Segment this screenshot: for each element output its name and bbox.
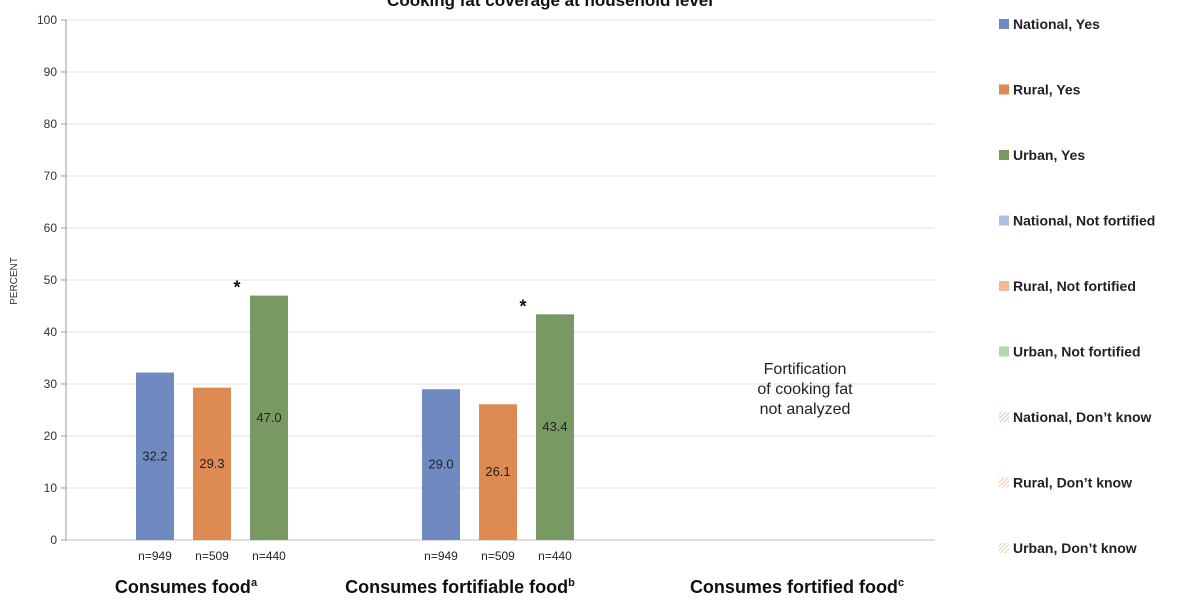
bar-value-label: 29.0 [428, 457, 453, 472]
sample-size-label: n=509 [195, 549, 229, 563]
legend-swatch [999, 543, 1009, 553]
sample-size-label: n=949 [138, 549, 172, 563]
bar [479, 404, 517, 540]
y-tick-label: 40 [44, 325, 58, 339]
legend-swatch [999, 215, 1009, 226]
y-tick-label: 80 [44, 117, 58, 131]
category-label: Consumes fortifiable foodb [345, 577, 575, 597]
bar-value-label: 32.2 [142, 448, 167, 463]
legend-label: Urban, Don’t know [1013, 540, 1137, 556]
legend-label: National, Yes [1013, 16, 1100, 32]
annotation-note: not analyzed [760, 401, 851, 418]
y-tick-label: 20 [44, 429, 58, 443]
category-label: Consumes fooda [115, 577, 258, 597]
legend-swatch [999, 150, 1009, 160]
legend-swatch [999, 19, 1009, 29]
legend-label: Urban, Yes [1013, 147, 1085, 163]
sample-size-label: n=949 [424, 549, 458, 563]
legend-swatch [999, 281, 1009, 291]
y-tick-label: 70 [44, 169, 58, 183]
legend-label: Rural, Yes [1013, 82, 1081, 98]
bar [250, 295, 288, 540]
bar [422, 389, 460, 540]
bar [536, 314, 574, 540]
legend: National, Yes Rural, Yes Urban, Yes Nationa… [999, 16, 1155, 556]
y-tick-label: 30 [44, 377, 58, 391]
legend-label: National, Not fortified [1013, 213, 1155, 229]
bar-value-label: 47.0 [256, 410, 281, 425]
chart-title: Cooking fat coverage at household level [387, 0, 713, 10]
sample-size-label: n=440 [538, 549, 572, 563]
legend-label: Rural, Not fortified [1013, 278, 1136, 294]
legend-label: National, Don’t know [1013, 409, 1152, 425]
bar [136, 372, 174, 540]
legend-label: Urban, Not fortified [1013, 344, 1141, 360]
bar-value-label: 26.1 [485, 464, 510, 479]
category-label: Consumes fortified foodc [690, 577, 904, 597]
sample-size-label: n=509 [481, 549, 515, 563]
legend-swatch [999, 84, 1009, 95]
significance-marker: * [519, 296, 526, 316]
y-axis-label: PERCENT [9, 257, 20, 305]
legend-swatch [999, 412, 1009, 422]
y-tick-label: 50 [44, 273, 58, 287]
bars [136, 295, 574, 540]
bar-value-label: 29.3 [199, 456, 224, 471]
legend-swatch [999, 346, 1009, 357]
y-tick-label: 60 [44, 221, 58, 235]
y-axis-ticks: 0 10 20 30 40 50 60 70 80 90 100 [37, 13, 67, 547]
bar-value-label: 43.4 [542, 419, 567, 434]
y-tick-label: 100 [37, 13, 57, 27]
annotation-note: of cooking fat [757, 381, 853, 398]
bar [193, 387, 231, 540]
y-tick-label: 90 [44, 65, 58, 79]
legend-label: Rural, Don’t know [1013, 475, 1132, 491]
labels: 32.2 n=949 29.3 n=509 47.0 n=440 * Consumes foo… [115, 278, 904, 597]
sample-size-label: n=440 [252, 549, 286, 563]
significance-marker: * [233, 278, 240, 298]
y-tick-label: 0 [50, 533, 57, 547]
legend-swatch [999, 477, 1009, 488]
y-tick-label: 10 [44, 481, 58, 495]
annotation-note: Fortification [764, 361, 847, 378]
